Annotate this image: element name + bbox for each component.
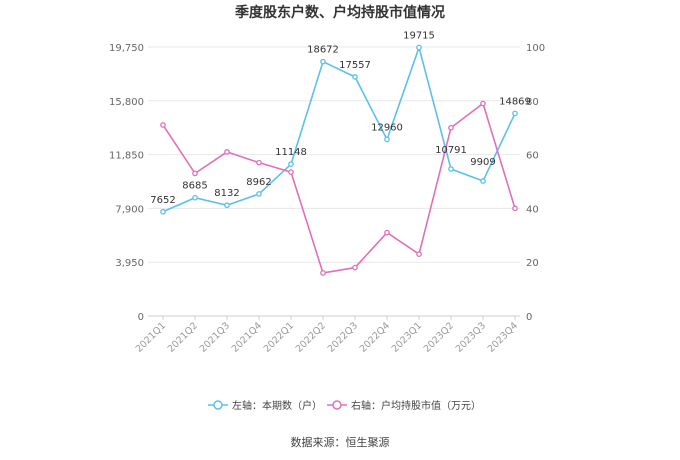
data-point[interactable]: [256, 191, 262, 197]
data-point[interactable]: [320, 270, 326, 276]
data-point[interactable]: [160, 122, 166, 128]
chart-title: 季度股东户数、户均持股市值情况: [234, 4, 445, 21]
data-label: 9909: [470, 157, 495, 168]
data-point[interactable]: [224, 202, 230, 209]
data-label: 8962: [246, 177, 271, 188]
data-label: 7652: [150, 195, 175, 206]
data-source: 数据来源：恒生聚源: [291, 435, 390, 449]
x-tick-label: 2022Q2: [294, 320, 328, 354]
data-point[interactable]: [416, 251, 422, 257]
grid: [148, 46, 520, 317]
right-tick-label: 40: [526, 204, 539, 215]
data-point[interactable]: [512, 205, 518, 212]
x-tick-label: 2021Q4: [230, 320, 264, 354]
data-label: 8132: [214, 188, 239, 199]
data-label: 8685: [182, 181, 207, 192]
legend-label[interactable]: 右轴：户均持股市值（万元）: [351, 399, 481, 412]
x-tick-label: 2022Q1: [262, 320, 296, 354]
data-label: 14869: [499, 96, 531, 107]
x-tick-label: 2021Q2: [166, 320, 200, 354]
left-tick-label: 19,750: [109, 43, 144, 54]
left-tick-label: 7,900: [115, 204, 144, 215]
x-tick-label: 2022Q3: [326, 320, 360, 354]
data-label: 10791: [435, 145, 467, 156]
data-point[interactable]: [448, 166, 454, 172]
data-point[interactable]: [160, 208, 166, 215]
x-tick-label: 2023Q1: [390, 320, 424, 354]
data-point[interactable]: [288, 169, 294, 175]
legend-label[interactable]: 左轴：本期数（户）: [232, 399, 322, 412]
legend-marker: [332, 400, 342, 410]
right-tick-label: 20: [526, 258, 539, 269]
data-point[interactable]: [384, 229, 390, 236]
right-tick-label: 0: [526, 312, 532, 323]
data-point[interactable]: [352, 264, 358, 271]
right-tick-label: 60: [526, 151, 539, 162]
series-line-1: [162, 44, 516, 213]
data-point[interactable]: [448, 124, 454, 131]
x-axis: 2021Q12021Q22021Q32021Q42022Q12022Q22022…: [134, 316, 520, 355]
data-point[interactable]: [256, 159, 262, 166]
x-tick-label: 2022Q4: [358, 320, 392, 354]
data-label: 17557: [339, 60, 371, 71]
data-point[interactable]: [416, 44, 422, 51]
x-tick-label: 2023Q2: [422, 320, 456, 354]
right-tick-label: 80: [526, 97, 539, 108]
legend-marker: [213, 400, 223, 410]
left-tick-label: 11,850: [109, 151, 144, 162]
data-point[interactable]: [480, 100, 486, 107]
series-line-2: [162, 102, 516, 274]
right-axis: 0 20 40 60 80 100: [526, 43, 545, 323]
data-point[interactable]: [384, 136, 390, 143]
data-point[interactable]: [320, 58, 326, 65]
data-point[interactable]: [288, 161, 294, 168]
data-point[interactable]: [512, 110, 518, 117]
series-lines: [160, 44, 518, 276]
data-point[interactable]: [352, 74, 358, 80]
left-axis: 0 3,950 7,900 11,850 15,800 19,750: [109, 43, 144, 323]
data-label: 19715: [403, 30, 435, 41]
right-tick-label: 100: [526, 43, 545, 54]
data-label: 11148: [275, 147, 307, 158]
data-label: 18672: [307, 45, 339, 56]
data-point[interactable]: [224, 149, 230, 155]
data-point[interactable]: [480, 178, 486, 184]
x-tick-label: 2021Q1: [134, 320, 168, 354]
x-tick-label: 2021Q3: [198, 320, 232, 354]
legend[interactable]: 左轴：本期数（户） 右轴：户均持股市值（万元）: [208, 399, 481, 412]
x-tick-label: 2023Q4: [486, 320, 520, 354]
left-tick-label: 0: [138, 312, 144, 323]
left-tick-label: 15,800: [109, 97, 144, 108]
data-point[interactable]: [192, 194, 198, 201]
x-tick-label: 2023Q3: [454, 320, 488, 354]
data-label: 12960: [371, 122, 403, 133]
data-point[interactable]: [192, 170, 198, 177]
left-tick-label: 3,950: [115, 258, 144, 269]
